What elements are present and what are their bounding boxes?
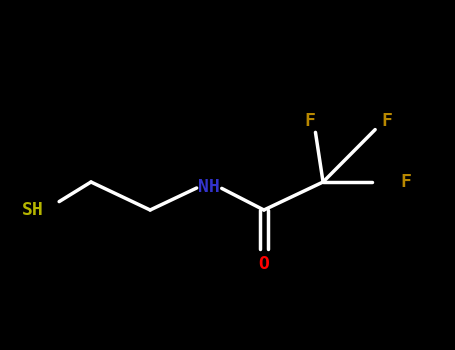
Text: SH: SH <box>21 201 43 219</box>
Text: F: F <box>400 173 411 191</box>
Text: O: O <box>258 255 269 273</box>
Text: F: F <box>304 112 315 130</box>
Text: NH: NH <box>198 178 220 196</box>
Text: F: F <box>381 112 392 130</box>
